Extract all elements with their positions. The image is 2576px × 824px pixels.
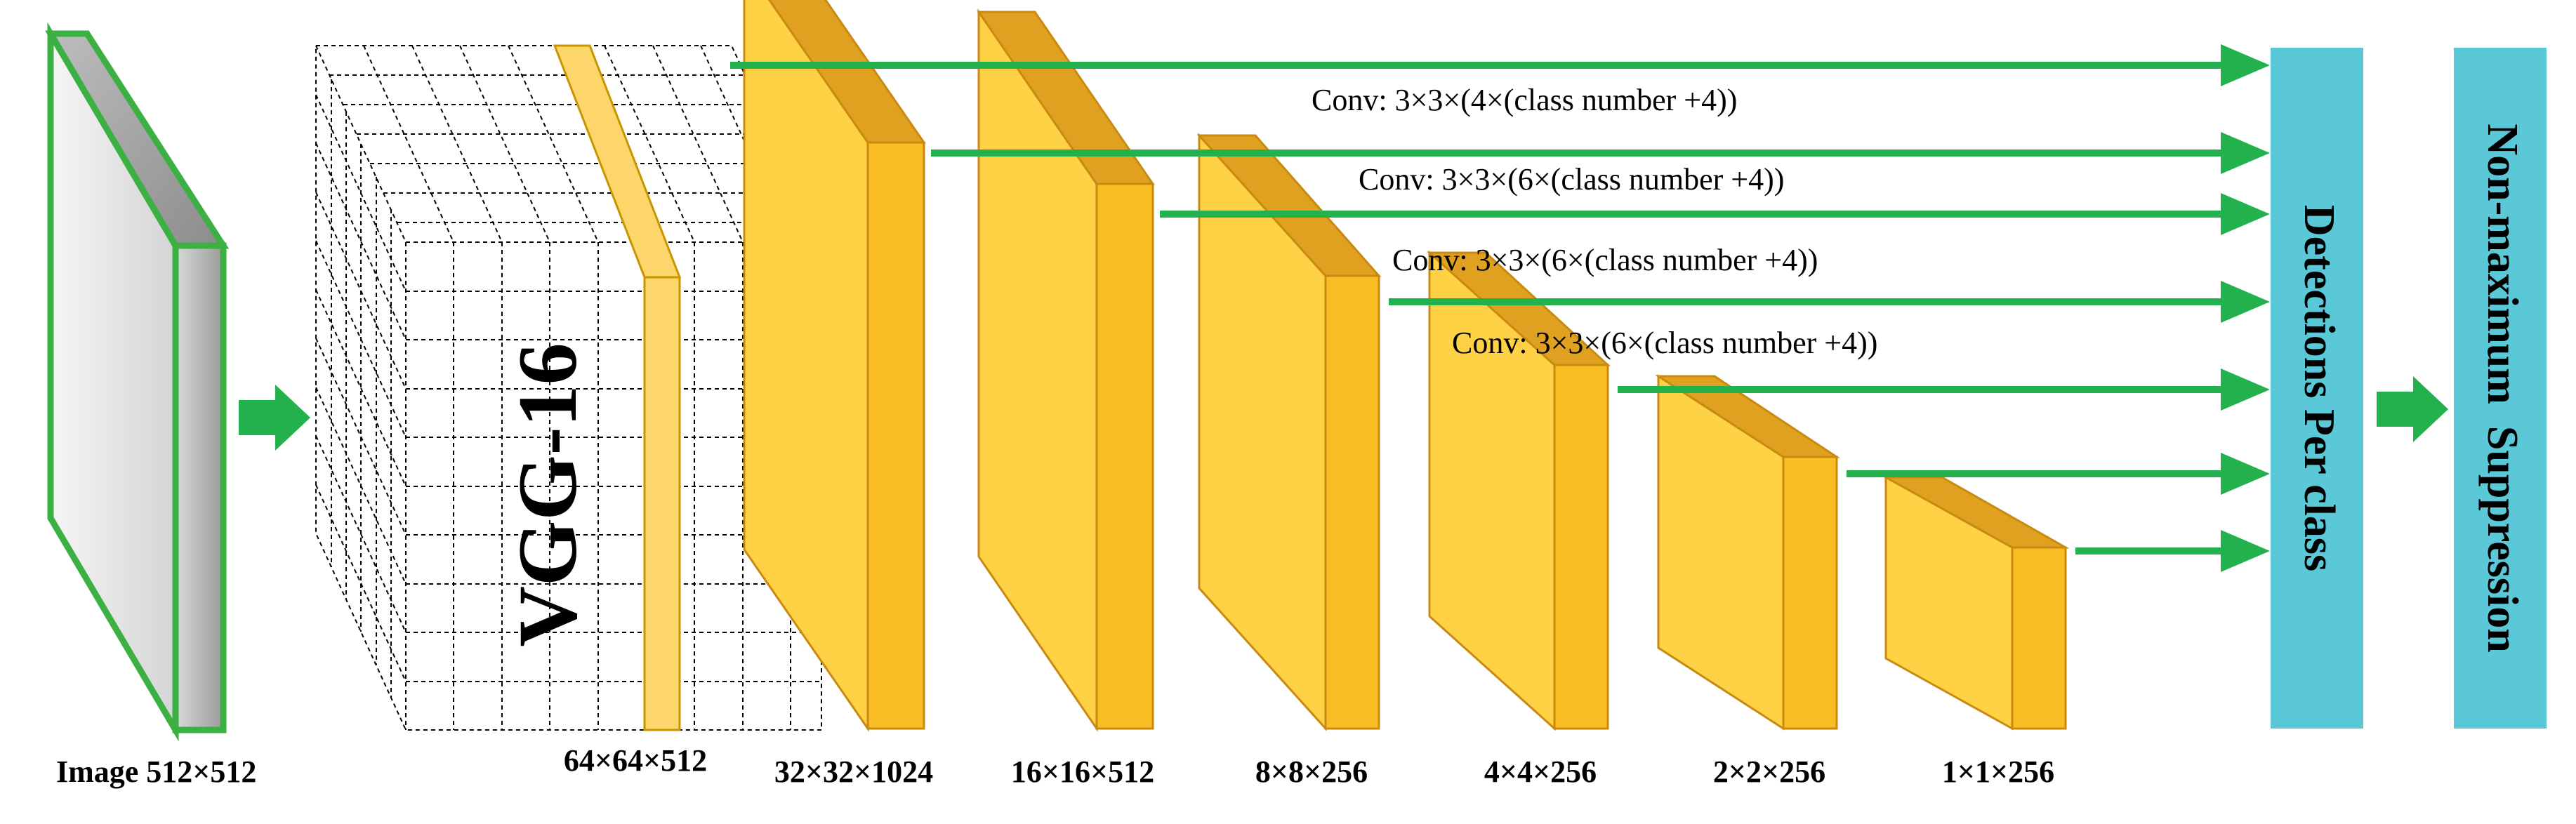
input-to-vgg-arrow <box>239 385 310 451</box>
vgg16-grid-cube <box>315 45 822 731</box>
detections-label: Detections Per class <box>2295 205 2343 571</box>
feature-block-side <box>866 141 925 730</box>
vgg16-output-label: 64×64×512 <box>564 743 707 778</box>
detections-panel <box>2271 48 2363 729</box>
detections-to-nms-arrow <box>2377 376 2448 442</box>
feature-block-5: 2×2×256 <box>1654 374 1840 789</box>
feature-block-side <box>1782 456 1838 730</box>
feature-block-3: 8×8×256 <box>1196 133 1382 789</box>
feature-block-4: 4×4×256 <box>1427 250 1611 789</box>
conv-label-1: Conv: 3×3×(4×(class number +4)) <box>1312 83 1737 117</box>
feature-block-side <box>1553 364 1609 730</box>
vgg16-feature-slice <box>553 44 682 731</box>
vgg16-title: VGG-16 <box>501 343 594 646</box>
nms-panel <box>2454 48 2547 729</box>
input-image-slab <box>45 22 230 742</box>
feature-block-label: 8×8×256 <box>1255 755 1368 789</box>
feature-block-2: 16×16×512 <box>977 8 1155 789</box>
feature-block-label: 32×32×1024 <box>774 755 933 789</box>
feature-block-side <box>1324 274 1380 730</box>
feature-block-side <box>1095 182 1154 730</box>
connection-arrows <box>730 44 2270 572</box>
feature-block-6: 1×1×256 <box>1882 475 2070 789</box>
feature-block-label: 4×4×256 <box>1484 755 1597 789</box>
input-label: Image 512×512 <box>56 755 256 789</box>
feature-block-label: 2×2×256 <box>1713 755 1825 789</box>
conv-label-3: Conv: 3×3×(6×(class number +4)) <box>1392 243 1818 277</box>
feature-block-1: 32×32×1024 <box>743 0 933 789</box>
feature-block-side <box>2011 546 2067 730</box>
conv-label-2: Conv: 3×3×(6×(class number +4)) <box>1359 162 1784 197</box>
feature-blocks: 32×32×1024 16×16×512 8×8×256 4×4×256 2×2×256… <box>743 0 2070 789</box>
feature-block-label: 1×1×256 <box>1942 755 2054 789</box>
nms-label: Non-maximum Suppression <box>2478 124 2526 652</box>
feature-block-label: 16×16×512 <box>1011 755 1154 789</box>
conv-label-4: Conv: 3×3×(6×(class number +4)) <box>1452 326 1877 360</box>
